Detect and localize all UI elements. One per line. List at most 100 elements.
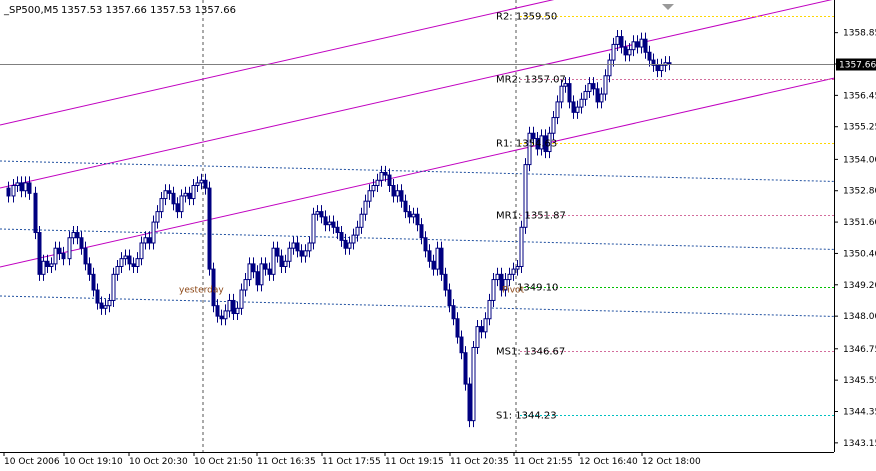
candle-body bbox=[635, 41, 640, 48]
candle-body bbox=[255, 271, 260, 286]
candle-body bbox=[87, 263, 92, 275]
candle-body bbox=[399, 190, 404, 202]
lower-channel-line-2 bbox=[0, 228, 835, 250]
lower-channel-line-1 bbox=[0, 160, 835, 182]
candle-body bbox=[599, 93, 604, 103]
candle-body bbox=[107, 299, 112, 307]
candle-body bbox=[603, 75, 608, 95]
candle-body bbox=[211, 268, 216, 307]
y-tick-label: 1358.85 bbox=[843, 29, 876, 39]
candle-body bbox=[303, 250, 308, 257]
candle-body bbox=[247, 263, 252, 281]
candle-body bbox=[407, 211, 412, 218]
candle-body bbox=[395, 190, 400, 197]
candle-body bbox=[547, 132, 552, 153]
candle-body bbox=[143, 237, 148, 244]
candle-body bbox=[419, 224, 424, 239]
candle-body bbox=[75, 232, 80, 239]
candle-body bbox=[159, 198, 164, 213]
current-price-label: 1357.66 bbox=[839, 61, 876, 71]
chart-shift-marker-icon[interactable] bbox=[662, 4, 674, 10]
candle-body bbox=[227, 299, 232, 312]
candle-body bbox=[487, 299, 492, 320]
candle-body bbox=[307, 242, 312, 252]
candle-body bbox=[651, 59, 656, 66]
y-tick-label: 1351.60 bbox=[843, 218, 876, 228]
x-tick-label: 11 Oct 21:55 bbox=[514, 457, 573, 467]
candle-body bbox=[383, 171, 388, 176]
candle-body bbox=[347, 242, 352, 249]
candle-body bbox=[95, 289, 100, 304]
channel-lines bbox=[0, 0, 835, 317]
candle-body bbox=[41, 260, 46, 275]
y-tick-label: 1345.55 bbox=[843, 376, 876, 386]
candle-body bbox=[235, 307, 240, 315]
candle-body bbox=[83, 247, 88, 265]
y-tick-label: 1352.80 bbox=[843, 187, 876, 197]
y-tick-label: 1343.15 bbox=[843, 439, 876, 449]
y-tick-label: 1346.75 bbox=[843, 345, 876, 355]
pivot-levels bbox=[520, 16, 834, 416]
candle-body bbox=[179, 195, 184, 213]
candle-body bbox=[475, 326, 480, 348]
candle-body bbox=[499, 273, 504, 291]
candle-body bbox=[147, 237, 152, 244]
candle-body bbox=[619, 36, 624, 48]
candle-body bbox=[259, 263, 264, 286]
y-tick-label: 1356.45 bbox=[843, 91, 876, 101]
candle-body bbox=[67, 237, 72, 260]
candle-body bbox=[559, 85, 564, 103]
level-label-r2: R2: 1359.50 bbox=[496, 12, 557, 23]
candle-body bbox=[643, 38, 648, 53]
candle-body bbox=[45, 260, 50, 267]
candle-body bbox=[267, 268, 272, 275]
candle-body bbox=[339, 232, 344, 241]
candle-body bbox=[319, 211, 324, 218]
candle-body bbox=[631, 41, 636, 51]
candle-body bbox=[615, 36, 620, 45]
candle-body bbox=[375, 179, 380, 187]
x-tick-label: 10 Oct 21:50 bbox=[194, 457, 253, 467]
candle-body bbox=[667, 62, 672, 65]
candle-body bbox=[219, 315, 224, 320]
candle-body bbox=[551, 117, 556, 134]
candle-body bbox=[423, 237, 428, 252]
channel-line-3 bbox=[0, 77, 835, 268]
candle-body bbox=[567, 83, 572, 103]
candles bbox=[6, 30, 672, 428]
candle-body bbox=[535, 137, 540, 150]
candle-body bbox=[175, 203, 180, 213]
candle-body bbox=[431, 260, 436, 270]
candle-body bbox=[131, 263, 136, 267]
candle-body bbox=[583, 90, 588, 100]
candle-body bbox=[519, 226, 524, 267]
candle-body bbox=[503, 279, 508, 291]
candle-body bbox=[223, 310, 228, 320]
candle-body bbox=[103, 305, 108, 309]
candle-body bbox=[591, 83, 596, 90]
candle-body bbox=[351, 234, 356, 244]
candle-body bbox=[659, 64, 664, 72]
candle-body bbox=[367, 190, 372, 202]
candle-body bbox=[283, 260, 288, 267]
candle-body bbox=[435, 247, 440, 270]
candle-body bbox=[251, 263, 256, 273]
candle-body bbox=[459, 336, 464, 354]
candle-body bbox=[555, 101, 560, 119]
candle-body bbox=[279, 255, 284, 267]
candle-body bbox=[135, 258, 140, 267]
candle-body bbox=[415, 213, 420, 226]
x-tick-label: 10 Oct 2006 bbox=[4, 457, 60, 467]
candle-body bbox=[123, 255, 128, 260]
candle-body bbox=[311, 213, 316, 244]
candle-body bbox=[391, 185, 396, 197]
annotation-yesterday: yesterday bbox=[179, 286, 224, 296]
candle-body bbox=[463, 352, 468, 385]
level-label-p: 1349.10 bbox=[517, 283, 558, 294]
candle-body bbox=[539, 135, 544, 150]
channel-line-2 bbox=[0, 0, 833, 189]
candle-body bbox=[111, 273, 116, 301]
candle-body bbox=[6, 187, 11, 197]
